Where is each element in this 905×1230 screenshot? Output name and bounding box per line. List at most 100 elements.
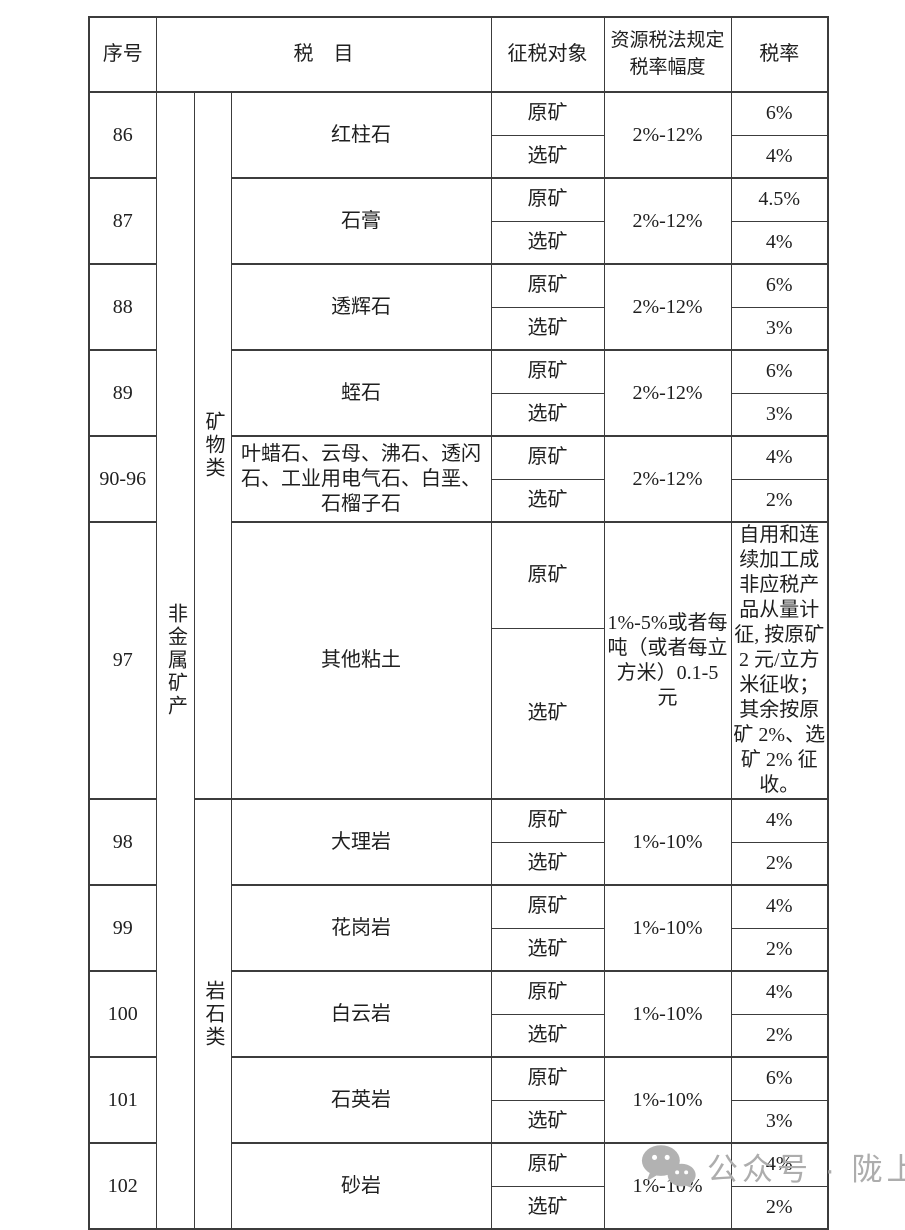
range-cell: 1%-10% bbox=[603, 884, 732, 972]
ore-type-cell: 选矿 bbox=[490, 478, 605, 523]
item-cell: 叶蜡石、云母、沸石、透闪石、工业用电气石、白垩、石榴子石 bbox=[230, 435, 492, 523]
ore-type-cell: 原矿 bbox=[490, 970, 605, 1015]
item-cell: 红柱石 bbox=[230, 91, 492, 179]
ore-type-cell: 选矿 bbox=[490, 927, 605, 972]
table-row: 88 透辉石 原矿 2%-12% 6% bbox=[88, 263, 829, 351]
header-tax-item: 税 目 bbox=[155, 16, 492, 93]
table-row: 89 蛭石 原矿 2%-12% 6% bbox=[88, 349, 829, 437]
table-row: 选矿 2% bbox=[89, 478, 829, 523]
rate-cell: 4% bbox=[730, 970, 829, 1015]
range-cell: 2%-12% bbox=[603, 91, 732, 179]
ore-type-cell: 原矿 bbox=[490, 435, 605, 480]
item-cell: 石膏 bbox=[230, 177, 492, 265]
ore-type-cell: 选矿 bbox=[490, 392, 605, 437]
category-rock-cell: 岩石类 bbox=[193, 798, 232, 1230]
range-cell: 1%-10% bbox=[603, 1056, 732, 1144]
range-cell: 1%-5%或者每吨（或者每立方米）0.1-5 元 bbox=[603, 521, 732, 800]
serial-cell: 89 bbox=[88, 349, 157, 437]
serial-cell: 97 bbox=[88, 521, 157, 800]
rate-cell: 2% bbox=[730, 841, 829, 886]
header-row: 序号 税 目 征税对象 资源税法规定 税率幅度 税率 bbox=[88, 16, 829, 93]
ore-type-cell: 原矿 bbox=[490, 1056, 605, 1101]
rate-cell: 2% bbox=[730, 927, 829, 972]
rate-cell: 2% bbox=[730, 478, 829, 523]
ore-type-cell: 选矿 bbox=[490, 841, 605, 886]
header-rate-range: 资源税法规定 税率幅度 bbox=[603, 16, 732, 93]
range-cell: 2%-12% bbox=[603, 349, 732, 437]
rate-cell: 6% bbox=[730, 91, 829, 136]
table-row: 选矿 4% bbox=[89, 134, 829, 179]
table-row: 97 其他粘土 原矿 1%-5%或者每吨（或者每立方米）0.1-5 元 自用和连… bbox=[88, 521, 829, 800]
range-cell: 1%-10% bbox=[603, 798, 732, 886]
ore-type-cell: 原矿 bbox=[490, 177, 605, 222]
rate-cell: 3% bbox=[730, 392, 829, 437]
serial-cell: 100 bbox=[88, 970, 157, 1058]
range-cell: 1%-10% bbox=[603, 1142, 732, 1230]
item-cell: 蛭石 bbox=[230, 349, 492, 437]
header-serial: 序号 bbox=[88, 16, 157, 93]
ore-type-cell: 原矿 bbox=[490, 349, 605, 394]
ore-type-cell: 原矿 bbox=[490, 884, 605, 929]
rate-cell: 4% bbox=[730, 435, 829, 480]
table-row: 选矿 3% bbox=[89, 392, 829, 437]
ore-type-cell: 选矿 bbox=[490, 306, 605, 351]
table-row: 101 石英岩 原矿 1%-10% 6% bbox=[88, 1056, 829, 1144]
table-row: 选矿 2% bbox=[89, 927, 829, 972]
table-row: 选矿 3% bbox=[89, 1099, 829, 1144]
resource-tax-rate-table: 序号 税 目 征税对象 资源税法规定 税率幅度 税率 86 非金属矿产 矿物类 … bbox=[88, 16, 830, 1230]
item-cell: 砂岩 bbox=[230, 1142, 492, 1230]
rate-cell: 4% bbox=[730, 884, 829, 929]
table-row: 选矿 bbox=[89, 628, 828, 800]
serial-cell: 98 bbox=[88, 798, 157, 886]
item-cell: 石英岩 bbox=[230, 1056, 492, 1144]
serial-cell: 101 bbox=[88, 1056, 157, 1144]
serial-cell: 86 bbox=[88, 91, 157, 179]
rate-cell: 6% bbox=[730, 349, 829, 394]
header-tax-object: 征税对象 bbox=[490, 16, 605, 93]
serial-cell: 87 bbox=[88, 177, 157, 265]
ore-type-cell: 原矿 bbox=[490, 263, 605, 308]
category-nonmetal-cell: 非金属矿产 bbox=[155, 91, 195, 1230]
rate-cell: 4.5% bbox=[730, 177, 829, 222]
item-cell: 花岗岩 bbox=[230, 884, 492, 972]
rate-cell: 6% bbox=[730, 1056, 829, 1101]
rate-cell: 4% bbox=[730, 1142, 829, 1187]
table-row: 99 花岗岩 原矿 1%-10% 4% bbox=[88, 884, 829, 972]
ore-type-cell: 选矿 bbox=[490, 1013, 605, 1058]
table-row: 90-96 叶蜡石、云母、沸石、透闪石、工业用电气石、白垩、石榴子石 原矿 2%… bbox=[88, 435, 829, 523]
rate-cell: 4% bbox=[730, 798, 829, 843]
rate-cell: 3% bbox=[730, 306, 829, 351]
table-row: 选矿 3% bbox=[89, 306, 829, 351]
header-rate: 税率 bbox=[730, 16, 829, 93]
rate-cell: 4% bbox=[730, 220, 829, 265]
rate-cell: 3% bbox=[730, 1099, 829, 1144]
table-row: 86 非金属矿产 矿物类 红柱石 原矿 2%-12% 6% bbox=[88, 91, 829, 1230]
ore-type-cell: 选矿 bbox=[490, 220, 605, 265]
range-cell: 2%-12% bbox=[603, 435, 732, 523]
ore-type-cell: 选矿 bbox=[490, 134, 605, 179]
item-cell: 其他粘土 bbox=[230, 521, 492, 800]
ore-type-cell: 选矿 bbox=[490, 628, 605, 800]
serial-cell: 90-96 bbox=[88, 435, 157, 523]
rate-note-cell: 自用和连续加工成非应税产品从量计征, 按原矿 2 元/立方米征收；其余按原矿 2… bbox=[730, 521, 829, 800]
range-cell: 1%-10% bbox=[603, 970, 732, 1058]
table-row: 100 白云岩 原矿 1%-10% 4% bbox=[88, 970, 829, 1058]
category-mineral-cell: 矿物类 bbox=[193, 91, 232, 800]
table-row: 98 岩石类 大理岩 原矿 1%-10% 4% bbox=[88, 798, 829, 1230]
table-row: 87 石膏 原矿 2%-12% 4.5% bbox=[88, 177, 829, 265]
item-cell: 白云岩 bbox=[230, 970, 492, 1058]
table-row: 选矿 2% bbox=[89, 1013, 829, 1058]
ore-type-cell: 原矿 bbox=[490, 798, 605, 843]
ore-type-cell: 原矿 bbox=[490, 1142, 605, 1187]
ore-type-cell: 选矿 bbox=[490, 1099, 605, 1144]
item-cell: 大理岩 bbox=[230, 798, 492, 886]
header-rate-range-line2: 税率幅度 bbox=[629, 56, 706, 78]
rate-cell: 4% bbox=[730, 134, 829, 179]
range-cell: 2%-12% bbox=[603, 263, 732, 351]
header-rate-range-line1: 资源税法规定 bbox=[610, 29, 725, 51]
ore-type-cell: 原矿 bbox=[490, 91, 605, 136]
rate-cell: 6% bbox=[730, 263, 829, 308]
ore-type-cell: 选矿 bbox=[490, 1185, 605, 1230]
serial-cell: 102 bbox=[88, 1142, 157, 1230]
ore-type-cell: 原矿 bbox=[490, 521, 605, 630]
